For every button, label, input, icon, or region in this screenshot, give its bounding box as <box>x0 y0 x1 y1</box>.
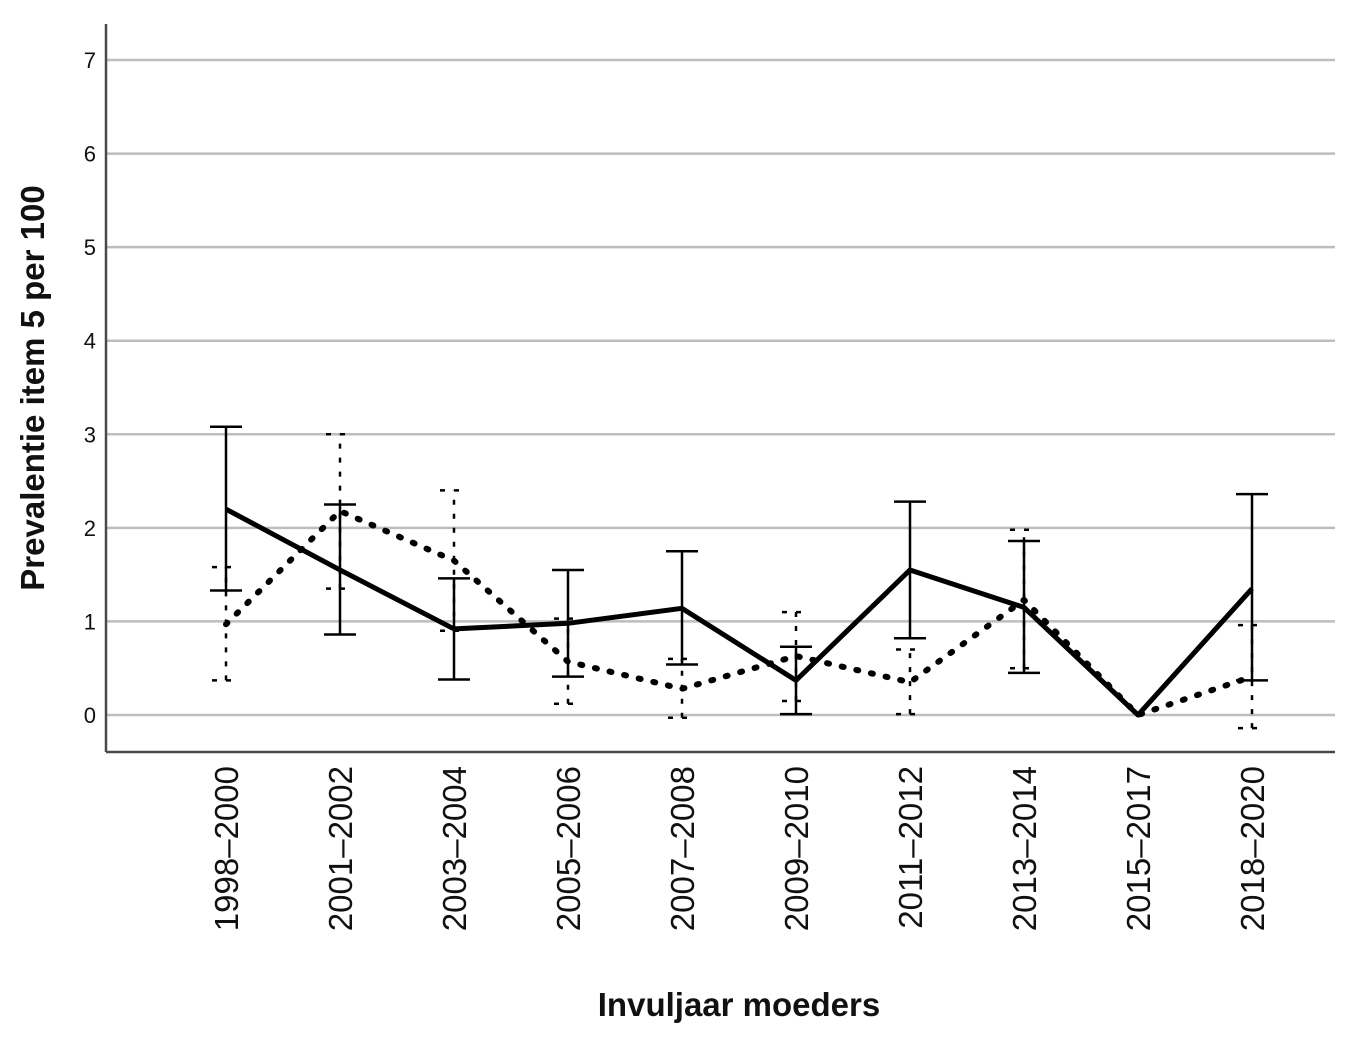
y-tick-label: 1 <box>84 609 96 634</box>
y-tick-label: 5 <box>84 235 96 260</box>
series-line-dotted <box>223 507 1255 719</box>
x-tick-label: 2015–2017 <box>1120 766 1157 931</box>
x-tick-label: 2005–2006 <box>550 766 587 931</box>
y-tick-label: 3 <box>84 422 96 447</box>
y-tick-label: 2 <box>84 516 96 541</box>
x-tick-label: 2011–2012 <box>892 766 929 929</box>
gridlines <box>106 58 1335 717</box>
error-bar <box>1238 623 1266 730</box>
error-bar <box>326 433 354 590</box>
y-tick-label: 6 <box>84 142 96 167</box>
series-line-solid <box>224 506 1254 718</box>
series-lines <box>223 506 1255 719</box>
error-bar <box>1236 492 1268 682</box>
x-tick-label: 2013–2014 <box>1006 766 1043 931</box>
x-tick-labels: 1998–2000 2001–2002 2003–2004 2005–2006 2007… <box>208 766 1271 931</box>
x-tick-label: 2001–2002 <box>322 766 359 931</box>
error-bar <box>896 648 924 716</box>
x-tick-label: 1998–2000 <box>208 766 245 931</box>
y-tick-label: 0 <box>84 703 96 728</box>
y-tick-labels: 0 1 2 3 4 5 6 7 <box>84 48 96 728</box>
y-axis-label: Prevalentie item 5 per 100 <box>14 185 51 590</box>
axes <box>104 24 1335 754</box>
x-tick-label: 2007–2008 <box>664 766 701 931</box>
x-axis-label: Invuljaar moeders <box>598 986 880 1023</box>
y-tick-label: 7 <box>84 48 96 73</box>
error-bar <box>210 425 242 592</box>
error-bar <box>1010 528 1038 670</box>
y-tick-label: 4 <box>84 329 96 354</box>
x-tick-label: 2009–2010 <box>778 766 815 931</box>
x-tick-label: 2018–2020 <box>1234 766 1271 931</box>
x-tick-label: 2003–2004 <box>436 766 473 931</box>
